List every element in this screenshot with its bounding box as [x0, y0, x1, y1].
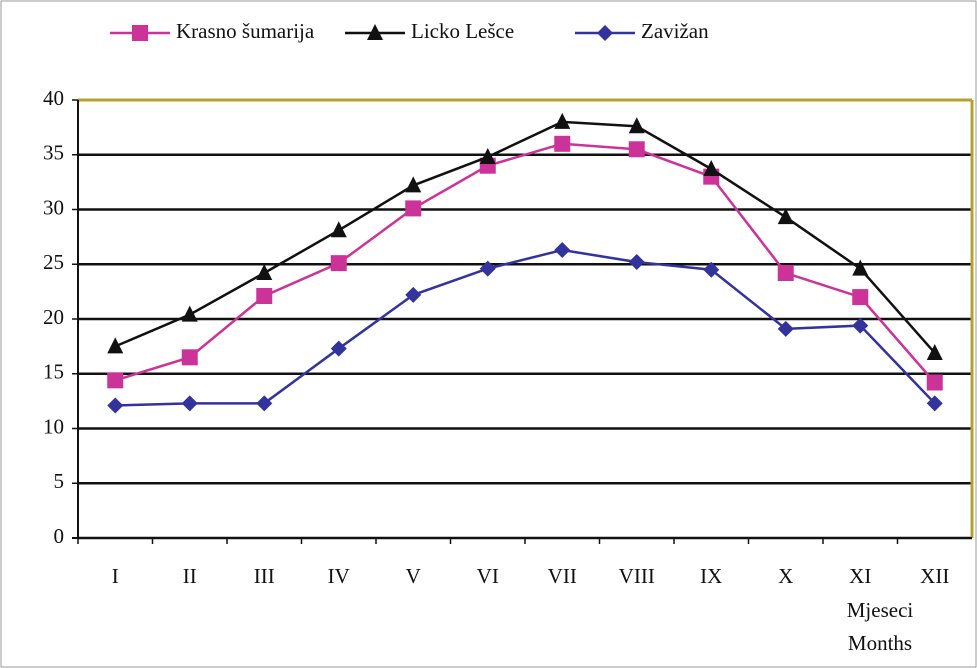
data-point [628, 141, 645, 158]
x-axis-label: Mjeseci [847, 598, 914, 622]
series-line [114, 142, 936, 384]
legend-marker [367, 24, 383, 40]
data-point [852, 289, 869, 306]
y-tick-label: 40 [43, 86, 64, 110]
data-point [479, 260, 496, 277]
y-tick-label: 30 [43, 195, 64, 219]
data-point [330, 221, 347, 238]
x-tick-label: I [112, 564, 119, 588]
legend-marker [132, 25, 148, 41]
x-tick-label: V [406, 564, 421, 588]
data-point [330, 340, 347, 357]
x-tick-label: XII [920, 564, 949, 588]
x-tick-label: III [254, 564, 275, 588]
x-tick-label: VII [548, 564, 577, 588]
data-point [181, 395, 198, 412]
x-tick-label: IX [700, 564, 722, 588]
y-tick-label: 0 [54, 524, 65, 548]
x-tick-label: IV [328, 564, 350, 588]
x-tick-label: II [183, 564, 197, 588]
data-point [628, 117, 645, 134]
data-point [256, 288, 273, 305]
y-tick-label: 20 [43, 305, 64, 329]
y-tick-label: 15 [43, 360, 64, 384]
data-point [405, 200, 422, 217]
data-point [554, 112, 571, 129]
data-point [926, 395, 943, 412]
data-point [554, 135, 571, 152]
series-line [115, 248, 936, 407]
data-point [852, 317, 869, 334]
y-tick-label: 25 [43, 250, 64, 274]
legend-marker [597, 25, 613, 41]
data-point [405, 286, 422, 303]
legend-label: Zavižan [641, 19, 709, 43]
data-point [777, 265, 794, 282]
data-point [330, 255, 347, 272]
data-point [256, 395, 273, 412]
x-tick-label: X [778, 564, 793, 588]
legend-label: Krasno šumarija [176, 19, 315, 43]
data-point [107, 337, 124, 354]
data-point [256, 264, 273, 281]
data-point [554, 242, 571, 259]
data-point [926, 374, 943, 391]
data-point [777, 208, 794, 225]
data-point [107, 397, 124, 414]
data-point [628, 254, 645, 271]
data-point [703, 261, 720, 278]
data-point [852, 259, 869, 276]
data-point [181, 305, 198, 322]
x-tick-label: VI [477, 564, 499, 588]
data-point [181, 349, 198, 366]
series-line [114, 120, 936, 354]
data-point [107, 372, 124, 389]
y-tick-label: 10 [43, 414, 64, 438]
data-point [926, 343, 943, 360]
data-point [777, 320, 794, 337]
x-tick-label: XI [849, 564, 871, 588]
y-tick-label: 5 [54, 469, 65, 493]
data-point [479, 147, 496, 164]
data-point [405, 176, 422, 193]
legend-label: Licko Lešce [411, 19, 514, 43]
y-tick-label: 35 [43, 141, 64, 165]
data-point [703, 159, 720, 176]
x-tick-label: VIII [619, 564, 655, 588]
x-axis-label: Months [848, 631, 912, 655]
